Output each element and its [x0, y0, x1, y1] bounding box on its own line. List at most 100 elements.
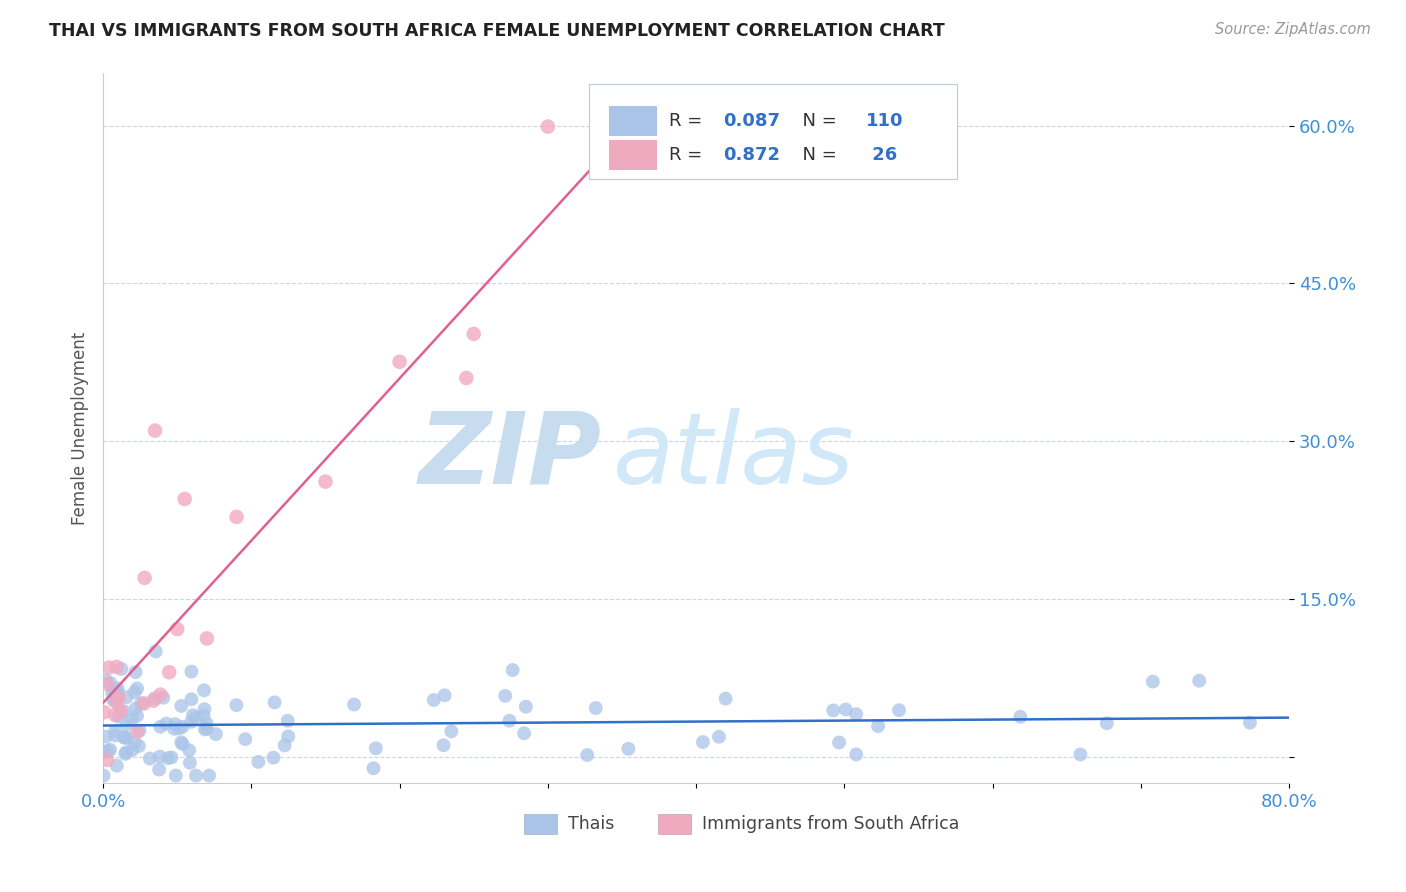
Point — [143, 424, 166, 438]
Point — [440, 724, 463, 739]
Point — [129, 697, 152, 711]
Point — [423, 693, 446, 707]
Point — [498, 714, 520, 728]
Bar — [524, 814, 557, 834]
Point — [195, 716, 218, 731]
Point — [247, 755, 270, 769]
Point — [173, 491, 195, 506]
Point — [273, 739, 295, 753]
Point — [363, 761, 385, 775]
Point — [845, 707, 868, 722]
Point — [121, 743, 143, 757]
Point — [193, 683, 215, 698]
Point — [160, 750, 183, 764]
Point — [195, 632, 218, 646]
Bar — [609, 106, 657, 136]
Point — [107, 684, 129, 698]
Point — [107, 681, 129, 696]
Point — [868, 719, 890, 733]
Point — [110, 662, 132, 676]
Point — [225, 698, 247, 713]
Point — [463, 326, 485, 341]
Point — [181, 708, 204, 723]
Point — [105, 696, 128, 710]
Text: N =: N = — [792, 145, 842, 163]
Point — [835, 702, 858, 716]
Point — [149, 749, 172, 764]
Point — [124, 736, 146, 750]
Point — [193, 708, 215, 723]
Point — [828, 735, 851, 749]
Point — [149, 688, 172, 702]
Point — [205, 727, 228, 741]
Point — [104, 728, 127, 742]
Point — [114, 747, 136, 761]
Point — [98, 742, 121, 756]
Point — [96, 677, 118, 691]
Text: THAI VS IMMIGRANTS FROM SOUTH AFRICA FEMALE UNEMPLOYMENT CORRELATION CHART: THAI VS IMMIGRANTS FROM SOUTH AFRICA FEM… — [49, 22, 945, 40]
Point — [179, 743, 201, 757]
Point — [166, 622, 188, 636]
Point — [343, 698, 366, 712]
Point — [124, 665, 146, 679]
Text: ZIP: ZIP — [418, 408, 602, 505]
Point — [502, 663, 524, 677]
Point — [494, 689, 516, 703]
Point — [432, 738, 454, 752]
Point — [115, 731, 138, 745]
Point — [195, 722, 218, 736]
Point — [263, 695, 285, 709]
Point — [148, 763, 170, 777]
Text: N =: N = — [792, 112, 842, 129]
Point — [127, 724, 149, 739]
Point — [433, 689, 456, 703]
Point — [576, 747, 599, 762]
Point — [1069, 747, 1091, 762]
Point — [124, 701, 146, 715]
Point — [105, 660, 128, 674]
Text: 110: 110 — [866, 112, 903, 129]
Point — [101, 686, 124, 700]
Bar — [658, 814, 692, 834]
Point — [194, 723, 217, 737]
Point — [115, 690, 138, 705]
Point — [128, 739, 150, 753]
Point — [456, 371, 478, 385]
Point — [125, 681, 148, 696]
Point — [167, 722, 190, 736]
Point — [163, 722, 186, 736]
Point — [262, 750, 284, 764]
Point — [100, 676, 122, 690]
Point — [692, 735, 714, 749]
Point — [180, 714, 202, 729]
Point — [143, 691, 166, 706]
Bar — [609, 140, 657, 170]
Point — [145, 644, 167, 658]
Point — [184, 711, 207, 725]
Y-axis label: Female Unemployment: Female Unemployment — [72, 331, 89, 524]
Point — [823, 703, 845, 717]
Point — [128, 723, 150, 738]
Point — [156, 751, 179, 765]
Point — [714, 691, 737, 706]
Point — [125, 708, 148, 723]
Point — [193, 702, 215, 716]
Point — [607, 150, 630, 164]
Point — [115, 745, 138, 759]
Point — [94, 745, 117, 759]
Point — [105, 758, 128, 772]
Point — [112, 731, 135, 745]
Point — [96, 673, 118, 688]
Point — [112, 704, 135, 718]
Point — [97, 660, 120, 674]
Point — [103, 692, 125, 706]
Point — [707, 730, 730, 744]
FancyBboxPatch shape — [589, 84, 957, 179]
Point — [617, 741, 640, 756]
Point — [388, 355, 411, 369]
Point — [277, 714, 299, 728]
Point — [112, 730, 135, 744]
Point — [1142, 674, 1164, 689]
Text: R =: R = — [669, 112, 707, 129]
Text: Immigrants from South Africa: Immigrants from South Africa — [702, 815, 959, 833]
